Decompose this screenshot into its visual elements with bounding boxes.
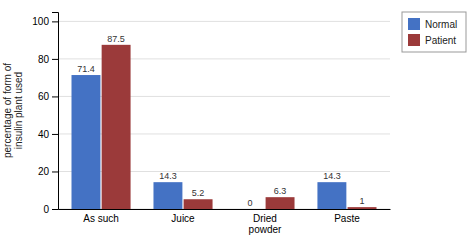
tick-label: 80 — [38, 54, 50, 65]
bars — [72, 45, 377, 209]
tick-label: 20 — [38, 166, 50, 177]
tick-label: 60 — [38, 91, 50, 102]
bar-series — [102, 45, 377, 209]
tick-label: 0 — [43, 204, 49, 215]
tick: 40 — [38, 129, 58, 140]
data-label: 1 — [360, 196, 365, 206]
data-label: 5.2 — [192, 188, 205, 198]
chart-container: 71.4 14.3 0 14.3 87.5 5.2 6.3 1 0 20 40 60 80 100 As s… — [0, 0, 474, 243]
tick-mark — [52, 171, 58, 172]
data-label: 87.5 — [107, 34, 125, 44]
tick: 0 — [43, 204, 58, 215]
tick: 20 — [38, 166, 58, 177]
bar — [72, 75, 101, 209]
tick-label: Juice — [171, 213, 195, 224]
grid — [58, 21, 390, 209]
legend-swatch — [408, 34, 420, 46]
tick-label: 100 — [32, 16, 49, 27]
axis-line — [59, 209, 391, 210]
bar — [348, 207, 377, 209]
legend-label: Patient — [425, 35, 456, 46]
x-axis: As such Juice Driedpowder Paste — [59, 209, 391, 235]
tick-mark — [52, 134, 58, 135]
tick-mark — [52, 96, 58, 97]
tick: As such — [83, 209, 119, 224]
tick: 60 — [38, 91, 58, 102]
tick: Juice — [171, 209, 195, 224]
legend-item: Patient — [408, 34, 456, 46]
bar — [266, 197, 295, 209]
legend-swatch — [408, 18, 420, 30]
grid-line — [58, 21, 390, 22]
legend-item: Normal — [408, 18, 457, 30]
data-label: 14.3 — [159, 171, 177, 181]
bar — [153, 182, 182, 209]
legend: Normal Patient — [402, 12, 466, 52]
y-axis-title: percentage of form ofinsulin plant used — [2, 63, 24, 158]
bar — [317, 182, 346, 209]
bar — [102, 45, 131, 209]
data-label: 71.4 — [77, 64, 95, 74]
data-labels: 71.4 14.3 0 14.3 87.5 5.2 6.3 1 — [77, 34, 364, 208]
plot: 71.4 14.3 0 14.3 87.5 5.2 6.3 1 0 20 40 60 80 100 As s… — [2, 12, 466, 235]
tick: 80 — [38, 54, 58, 65]
legend-box — [402, 12, 466, 52]
tick-label: As such — [83, 213, 119, 224]
data-label: 14.3 — [323, 171, 341, 181]
bar — [184, 199, 213, 209]
legend-label: Normal — [425, 19, 457, 30]
data-label: 0 — [247, 198, 252, 208]
tick-mark — [52, 21, 58, 22]
tick: Driedpowder — [249, 209, 282, 235]
tick: Paste — [334, 209, 360, 224]
tick-mark — [52, 59, 58, 60]
y-axis: 0 20 40 60 80 100 — [32, 13, 58, 215]
chart: 71.4 14.3 0 14.3 87.5 5.2 6.3 1 0 20 40 60 80 100 As s… — [0, 0, 474, 243]
tick-label: 40 — [38, 129, 50, 140]
bar — [235, 209, 264, 210]
tick-label: Paste — [334, 213, 360, 224]
tick-label: Driedpowder — [249, 213, 282, 235]
axis-line — [52, 13, 59, 210]
tick-mark — [52, 209, 58, 210]
tick: 100 — [32, 16, 58, 27]
data-label: 6.3 — [274, 186, 287, 196]
